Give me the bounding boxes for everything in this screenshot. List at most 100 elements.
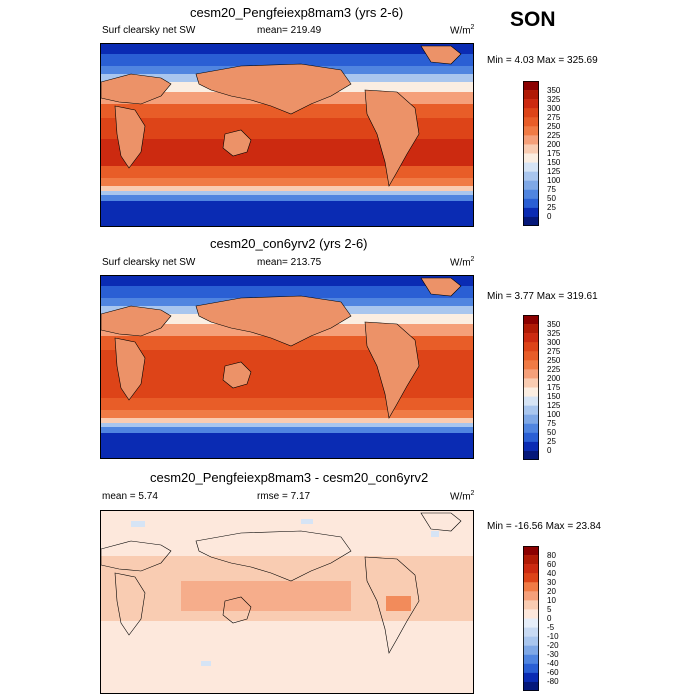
colorbar-swatch [523, 144, 539, 154]
colorbar-swatch [523, 405, 539, 415]
colorbar-tick-label: 275 [547, 346, 561, 356]
colorbar-swatch [523, 315, 539, 325]
colorbar-tick-label: 150 [547, 158, 561, 168]
colorbar-swatch [523, 189, 539, 200]
colorbar-swatch [523, 582, 539, 592]
colorbar-swatch [523, 396, 539, 406]
panel-1-title: cesm20_Pengfeiexp8mam3 (yrs 2-6) [190, 5, 404, 20]
colorbar-tick-label: 200 [547, 139, 561, 149]
colorbar-swatch [523, 450, 539, 460]
colorbar-tick-label: 100 [547, 176, 561, 186]
colorbar-tick-label: 10 [547, 595, 556, 605]
colorbar-tick-label: -80 [547, 677, 559, 687]
colorbar-swatch [523, 153, 539, 163]
colorbar-tick-label: -60 [547, 668, 559, 678]
colorbar-tick-label: 0 [547, 614, 552, 623]
colorbar-tick-label: -40 [547, 659, 559, 669]
panel-3-units: W/m2 [450, 490, 475, 503]
colorbar-tick-label: 20 [547, 586, 556, 596]
colorbar-tick-label: -20 [547, 641, 559, 651]
panel-3-mean-label: mean = 5.74 [102, 491, 158, 502]
panel-2-variable-label: Surf clearsky net SW [102, 257, 196, 268]
colorbar-tick-label: 50 [547, 194, 556, 204]
colorbar-swatch [523, 369, 539, 379]
colorbar-tick-label: 275 [547, 112, 561, 122]
colorbar-tick-label: 60 [547, 559, 556, 569]
colorbar-swatch [523, 108, 539, 118]
panel-2-title: cesm20_con6yrv2 (yrs 2-6) [210, 236, 368, 251]
colorbar-swatch [523, 681, 539, 691]
colorbar-swatch [523, 333, 539, 343]
panel-2-units: W/m2 [450, 256, 475, 269]
colorbar-swatch [523, 636, 539, 646]
colorbar-tick-label: 225 [547, 130, 561, 140]
colorbar-swatch [523, 324, 539, 334]
colorbar-swatch [523, 207, 539, 218]
colorbar-swatch [523, 81, 539, 91]
panel-3-rmse-label: rmse = 7.17 [257, 491, 311, 502]
colorbar-swatch [523, 171, 539, 181]
colorbar-swatch [523, 564, 539, 574]
colorbar-tick-label: 125 [547, 401, 561, 411]
colorbar-swatch [523, 645, 539, 656]
panel-2-colorbar [523, 315, 539, 460]
colorbar-tick-label: 100 [547, 410, 561, 420]
panel-1-map [100, 43, 474, 227]
colorbar-swatch [523, 198, 539, 209]
colorbar-swatch [523, 378, 539, 388]
colorbar-tick-label: -5 [547, 623, 555, 633]
colorbar-tick-label: 75 [547, 185, 556, 195]
colorbar-tick-label: 30 [547, 577, 556, 587]
colorbar-tick-label: 250 [547, 355, 561, 365]
colorbar-swatch [523, 618, 539, 628]
panel-1-mean-label: mean= 219.49 [257, 25, 322, 36]
colorbar-tick-label: 0 [547, 446, 552, 456]
colorbar-tick-label: 300 [547, 337, 561, 347]
colorbar-tick-label: 250 [547, 121, 561, 131]
colorbar-tick-label: 300 [547, 103, 561, 113]
panel-1-units: W/m2 [450, 24, 475, 37]
colorbar-tick-label: 80 [547, 550, 556, 560]
colorbar-swatch [523, 609, 539, 619]
colorbar-swatch [523, 135, 539, 145]
colorbar-swatch [523, 216, 539, 226]
colorbar-tick-label: -30 [547, 650, 559, 660]
panel-2-minmax: Min = 3.77 Max = 319.61 [487, 291, 598, 302]
colorbar-swatch [523, 627, 539, 637]
panel-3-colorbar [523, 546, 539, 691]
colorbar-swatch [523, 99, 539, 109]
colorbar-swatch [523, 654, 539, 665]
colorbar-tick-label: 325 [547, 94, 561, 104]
colorbar-tick-label: 150 [547, 392, 561, 402]
colorbar-swatch [523, 360, 539, 370]
colorbar-tick-label: 75 [547, 419, 556, 429]
colorbar-swatch [523, 546, 539, 556]
panel-1-colorbar [523, 81, 539, 226]
colorbar-tick-label: 175 [547, 383, 561, 392]
season-label: SON [510, 8, 556, 31]
panel-1-minmax: Min = 4.03 Max = 325.69 [487, 55, 598, 66]
colorbar-tick-label: 40 [547, 568, 556, 578]
panel-2-map [100, 275, 474, 459]
colorbar-tick-label: 25 [547, 437, 556, 447]
colorbar-swatch [523, 162, 539, 172]
colorbar-swatch [523, 117, 539, 127]
colorbar-swatch [523, 351, 539, 361]
colorbar-swatch [523, 573, 539, 583]
colorbar-tick-label: 350 [547, 85, 561, 95]
colorbar-swatch [523, 555, 539, 565]
colorbar-swatch [523, 342, 539, 352]
colorbar-swatch [523, 414, 539, 425]
panel-3-title: cesm20_Pengfeiexp8mam3 - cesm20_con6yrv2 [150, 470, 429, 485]
colorbar-tick-label: 200 [547, 373, 561, 383]
colorbar-tick-label: 0 [547, 212, 552, 222]
panel-3-minmax: Min = -16.56 Max = 23.84 [487, 521, 601, 532]
colorbar-tick-label: 125 [547, 167, 561, 177]
colorbar-tick-label: 225 [547, 364, 561, 374]
colorbar-swatch [523, 387, 539, 397]
colorbar-swatch [523, 591, 539, 601]
colorbar-tick-label: 350 [547, 319, 561, 329]
colorbar-swatch [523, 126, 539, 136]
colorbar-tick-label: 325 [547, 328, 561, 338]
colorbar-swatch [523, 600, 539, 610]
